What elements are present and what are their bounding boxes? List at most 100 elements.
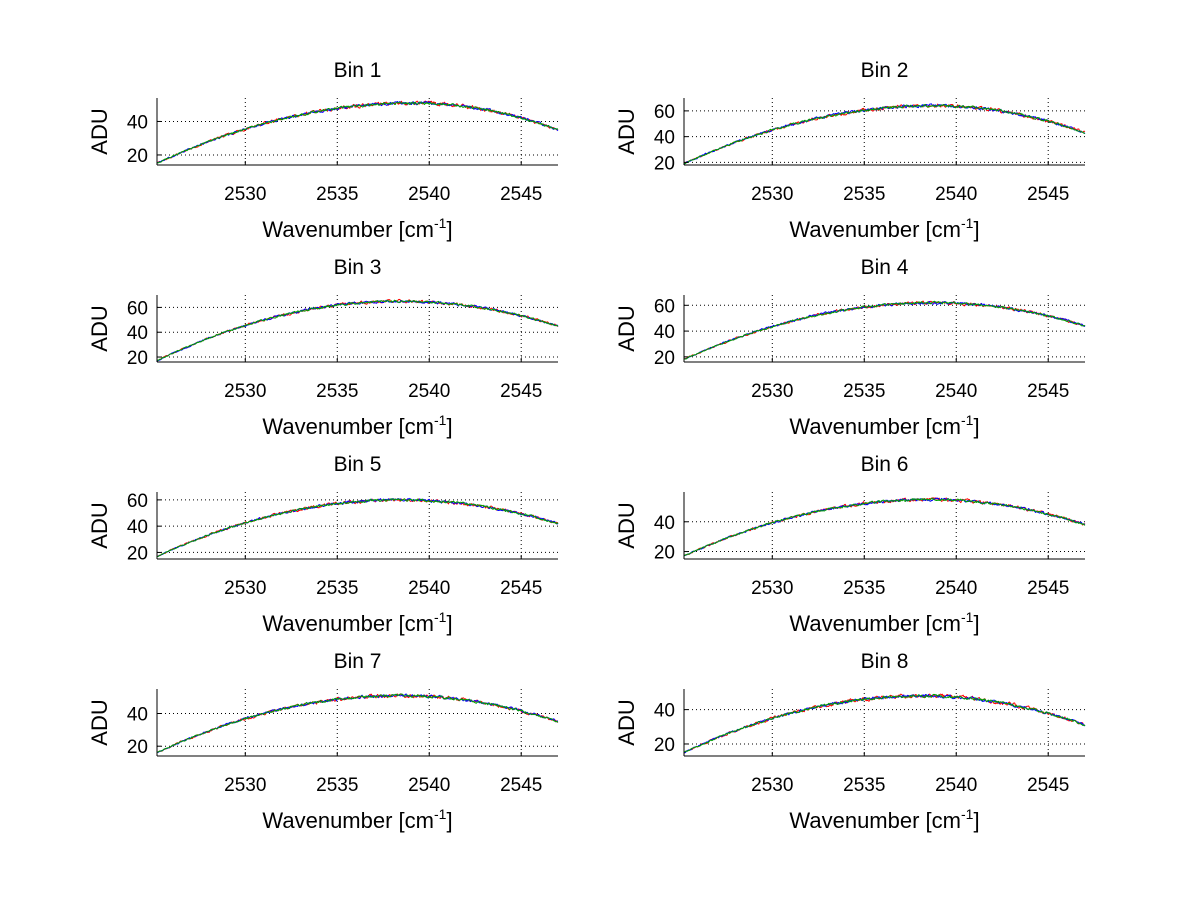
x-axis-label-close: ] [446,414,452,439]
series-line-green [157,693,559,753]
x-axis-label: Wavenumber [cm-1] [262,806,452,833]
x-axis-label-main: Wavenumber [cm [262,217,434,242]
series-line-green [683,300,1086,360]
series-line-red [683,103,1086,164]
series-line-red [156,100,559,164]
x-axis-label-superscript: -1 [434,806,447,822]
x-axis-label-main: Wavenumber [cm [789,808,961,833]
y-axis-label: ADU [87,305,112,351]
y-tick-label: 20 [654,348,675,369]
x-tick-label: 2545 [1027,775,1069,796]
chart-title: Bin 4 [861,256,909,279]
x-tick-label: 2535 [843,184,885,205]
series-line-red [156,298,559,362]
chart-title: Bin 7 [334,650,382,673]
y-tick-label: 20 [654,735,675,756]
x-tick-label: 2540 [935,775,977,796]
panel-bin-2: 2530 2535 2540 2545 20 40 60 Bin 2 Wavenumber [c… [614,59,1086,242]
y-axis-label: ADU [87,502,112,548]
x-tick-label: 2540 [408,578,450,599]
series-line-blue [683,103,1086,165]
x-tick-label: 2530 [224,381,266,402]
x-tick-label: 2535 [316,184,358,205]
y-tick-label: 20 [654,153,675,174]
y-axis-label: ADU [614,699,639,745]
x-axis-label-superscript: -1 [961,609,974,625]
series-line-blue [156,693,559,753]
x-axis-label-main: Wavenumber [cm [262,808,434,833]
x-axis-label-close: ] [973,808,979,833]
chart-title: Bin 2 [861,59,909,82]
x-axis-label: Wavenumber [cm-1] [262,412,452,439]
x-tick-label: 2530 [751,775,793,796]
x-axis-label-superscript: -1 [961,215,974,231]
series-line-green [683,497,1086,557]
y-tick-label: 20 [654,543,675,564]
x-tick-label: 2535 [316,578,358,599]
x-tick-label: 2545 [1027,184,1069,205]
x-tick-label: 2545 [500,184,542,205]
panel-bin-5: 2530 2535 2540 2545 20 40 60 Bin 5 Wavenumber [c… [87,453,559,636]
y-tick-label: 40 [127,705,148,726]
x-tick-label: 2530 [751,381,793,402]
series-line-red [156,693,559,753]
chart-title: Bin 6 [861,453,909,476]
chart-title: Bin 3 [334,256,382,279]
y-tick-label: 20 [127,543,148,564]
x-axis-label-superscript: -1 [961,806,974,822]
y-tick-label: 40 [654,322,675,343]
x-tick-label: 2545 [1027,381,1069,402]
x-axis-label-main: Wavenumber [cm [262,611,434,636]
x-axis-label-main: Wavenumber [cm [789,611,961,636]
series-line-green [156,101,559,164]
x-tick-label: 2530 [224,578,266,599]
x-tick-label: 2535 [843,775,885,796]
x-tick-label: 2535 [316,775,358,796]
y-tick-label: 60 [654,296,675,317]
x-tick-label: 2540 [935,184,977,205]
series-line-blue [156,100,559,164]
panel-bin-4: 2530 2535 2540 2545 20 40 60 Bin 4 Wavenumber [c… [614,256,1086,439]
x-tick-label: 2545 [500,775,542,796]
x-axis-label-close: ] [446,808,452,833]
panel-bin-1: 2530 2535 2540 2545 20 40 Bin 1 Wavenumber [cm-… [87,59,559,242]
panel-bin-6: 2530 2535 2540 2545 20 40 Bin 6 Wavenumber [cm-… [614,453,1086,636]
y-tick-label: 40 [654,513,675,534]
x-axis-label: Wavenumber [cm-1] [789,609,979,636]
panel-bin-3: 2530 2535 2540 2545 20 40 60 Bin 3 Wavenumber [c… [87,256,559,439]
x-axis-label-close: ] [446,217,452,242]
x-tick-label: 2540 [408,184,450,205]
y-tick-label: 40 [127,517,148,538]
series-line-green [683,693,1086,754]
x-axis-label: Wavenumber [cm-1] [262,609,452,636]
y-tick-label: 20 [127,146,148,167]
x-axis-label-close: ] [973,611,979,636]
x-axis-label-main: Wavenumber [cm [789,217,961,242]
series-line-blue [156,497,559,558]
x-axis-label-main: Wavenumber [cm [262,414,434,439]
y-axis-label: ADU [87,699,112,745]
series-line-green [156,299,559,362]
x-tick-label: 2535 [316,381,358,402]
y-tick-label: 60 [127,491,148,512]
series-line-red [156,498,559,558]
series-line-red [683,300,1086,360]
y-tick-label: 40 [654,128,675,149]
x-axis-label: Wavenumber [cm-1] [789,215,979,242]
y-tick-label: 60 [654,102,675,123]
x-axis-label-superscript: -1 [434,215,447,231]
x-tick-label: 2540 [408,775,450,796]
series-line-green [683,103,1086,165]
panel-bin-7: 2530 2535 2540 2545 20 40 Bin 7 Wavenumber [cm-… [87,650,559,833]
chart-title: Bin 8 [861,650,909,673]
x-tick-label: 2530 [751,184,793,205]
x-axis-label-close: ] [446,611,452,636]
y-tick-label: 20 [127,737,148,758]
chart-title: Bin 1 [334,59,382,82]
x-tick-label: 2535 [843,381,885,402]
series-line-red [683,497,1086,557]
x-tick-label: 2545 [500,578,542,599]
x-tick-label: 2545 [500,381,542,402]
series-line-blue [156,299,559,362]
